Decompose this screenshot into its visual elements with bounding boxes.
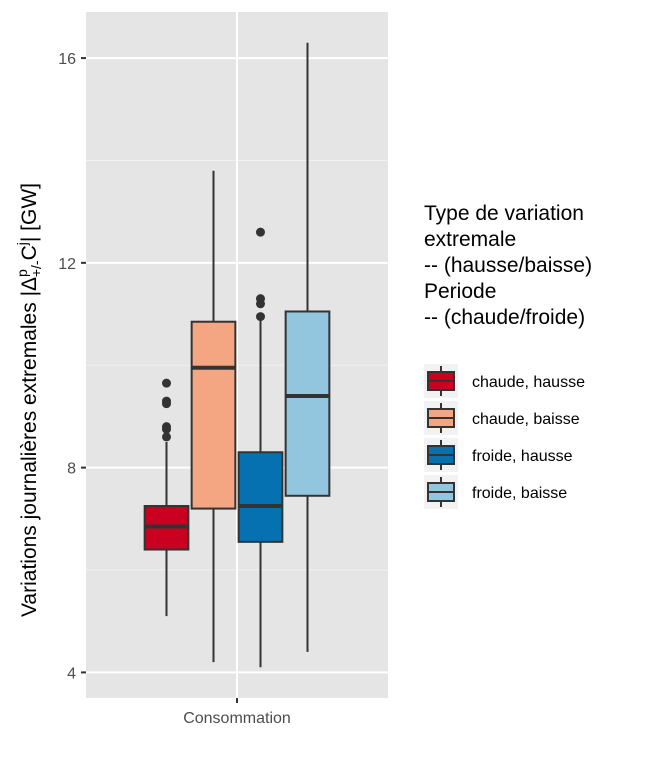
y-tick-label: 12 xyxy=(58,256,76,273)
grid-lines xyxy=(86,12,388,698)
box-body xyxy=(284,310,331,497)
box-layer xyxy=(143,42,331,668)
x-tick-label: Consommation xyxy=(183,710,291,727)
outlier-point xyxy=(162,396,172,406)
y-tick-label: 4 xyxy=(67,665,76,682)
axes: 4 8 12 16 Consommation xyxy=(58,51,291,727)
legend-title-line: -- (chaude/froide) xyxy=(424,306,585,329)
box-froide-hausse xyxy=(237,227,284,668)
legend-title-line: Periode xyxy=(424,280,496,303)
y-tick-label: 16 xyxy=(58,51,76,68)
outlier-point xyxy=(255,294,265,304)
legend: Type de variation extremale -- (hausse/b… xyxy=(424,202,592,509)
outlier-point xyxy=(162,378,172,388)
legend-title-line: Type de variation xyxy=(424,202,584,225)
legend-label: chaude, hausse xyxy=(472,374,585,391)
legend-item: chaude, baisse xyxy=(424,401,580,435)
outlier-point xyxy=(255,312,265,322)
outlier-point xyxy=(162,422,172,432)
box-froide-baisse xyxy=(284,42,331,652)
legend-label: chaude, baisse xyxy=(472,411,580,428)
outlier-point xyxy=(162,432,172,442)
legend-label: froide, hausse xyxy=(472,448,573,465)
legend-item: chaude, hausse xyxy=(424,364,585,398)
box-body xyxy=(190,320,237,510)
y-axis-title: Variations journalières extremales |Δp+/… xyxy=(14,183,44,617)
box-body xyxy=(237,451,284,543)
legend-title-line: extremale xyxy=(424,228,516,251)
box-chaude-baisse xyxy=(190,170,237,663)
outlier-point xyxy=(255,227,265,237)
box-chaude-hausse xyxy=(143,378,190,617)
legend-item: froide, baisse xyxy=(424,475,567,509)
legend-label: froide, baisse xyxy=(472,485,567,502)
legend-item: froide, hausse xyxy=(424,438,573,472)
y-tick-label: 8 xyxy=(67,461,76,478)
legend-title-line: -- (hausse/baisse) xyxy=(424,254,592,277)
